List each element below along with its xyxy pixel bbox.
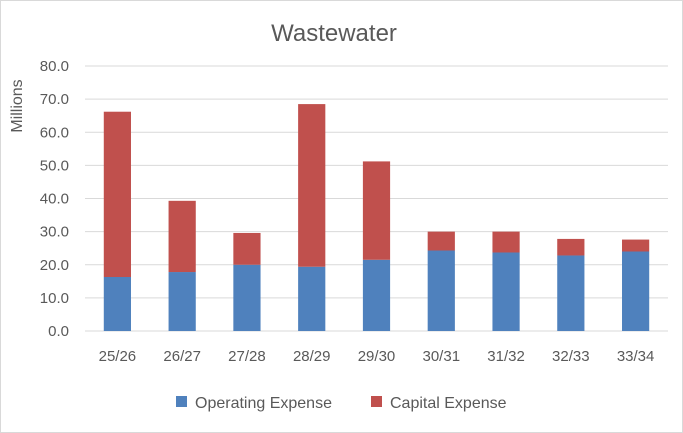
x-tick-label: 25/26 [99,348,137,365]
legend-label: Operating Expense [195,395,332,412]
x-tick-label: 32/33 [552,348,590,365]
y-tick-label: 50.0 [40,157,69,174]
legend: Operating Expense Capital Expense [176,395,507,412]
bar-operating-28-29 [298,266,326,331]
bar-capital-28-29 [298,104,326,267]
legend-swatch [371,396,382,407]
y-tick-label: 20.0 [40,257,69,274]
bars [103,104,650,331]
bar-capital-33-34 [622,239,650,252]
legend-label: Capital Expense [390,395,507,412]
chart-title: Wastewater [271,20,397,47]
y-tick-label: 40.0 [40,191,69,208]
x-tick-label: 28/29 [293,348,331,365]
y-tick-label: 30.0 [40,224,69,241]
bar-capital-26-27 [168,200,196,273]
bar-capital-32-33 [557,238,585,256]
y-tick-label: 70.0 [40,91,69,108]
y-tick-label: 0.0 [48,323,69,340]
y-axis-label: Millions [9,79,26,132]
x-tick-label: 26/27 [163,348,201,365]
x-tick-label: 33/34 [617,348,655,365]
bar-operating-33-34 [622,251,650,331]
bar-capital-27-28 [233,232,261,265]
y-tick-labels: 0.0 10.0 20.0 30.0 40.0 50.0 60.0 70.0 80.0 [40,58,69,340]
bar-capital-31-32 [492,231,520,253]
bar-capital-30-31 [427,231,455,251]
bar-operating-32-33 [557,255,585,331]
bar-operating-27-28 [233,264,261,331]
bar-operating-25-26 [103,277,131,331]
legend-swatch [176,396,187,407]
x-tick-label: 31/32 [487,348,525,365]
bar-capital-29-30 [362,161,391,260]
bar-operating-31-32 [492,252,520,331]
bar-operating-26-27 [168,272,196,331]
bar-capital-25-26 [103,111,131,278]
y-tick-label: 80.0 [40,58,69,75]
bar-operating-30-31 [427,250,455,331]
x-tick-label: 30/31 [423,348,461,365]
y-tick-label: 10.0 [40,290,69,307]
y-tick-label: 60.0 [40,124,69,141]
x-tick-label: 29/30 [358,348,396,365]
bar-operating-29-30 [362,259,391,331]
x-tick-label: 27/28 [228,348,266,365]
x-tick-labels: 25/26 26/27 27/28 28/29 29/30 30/31 31/32 32/33… [99,348,655,365]
